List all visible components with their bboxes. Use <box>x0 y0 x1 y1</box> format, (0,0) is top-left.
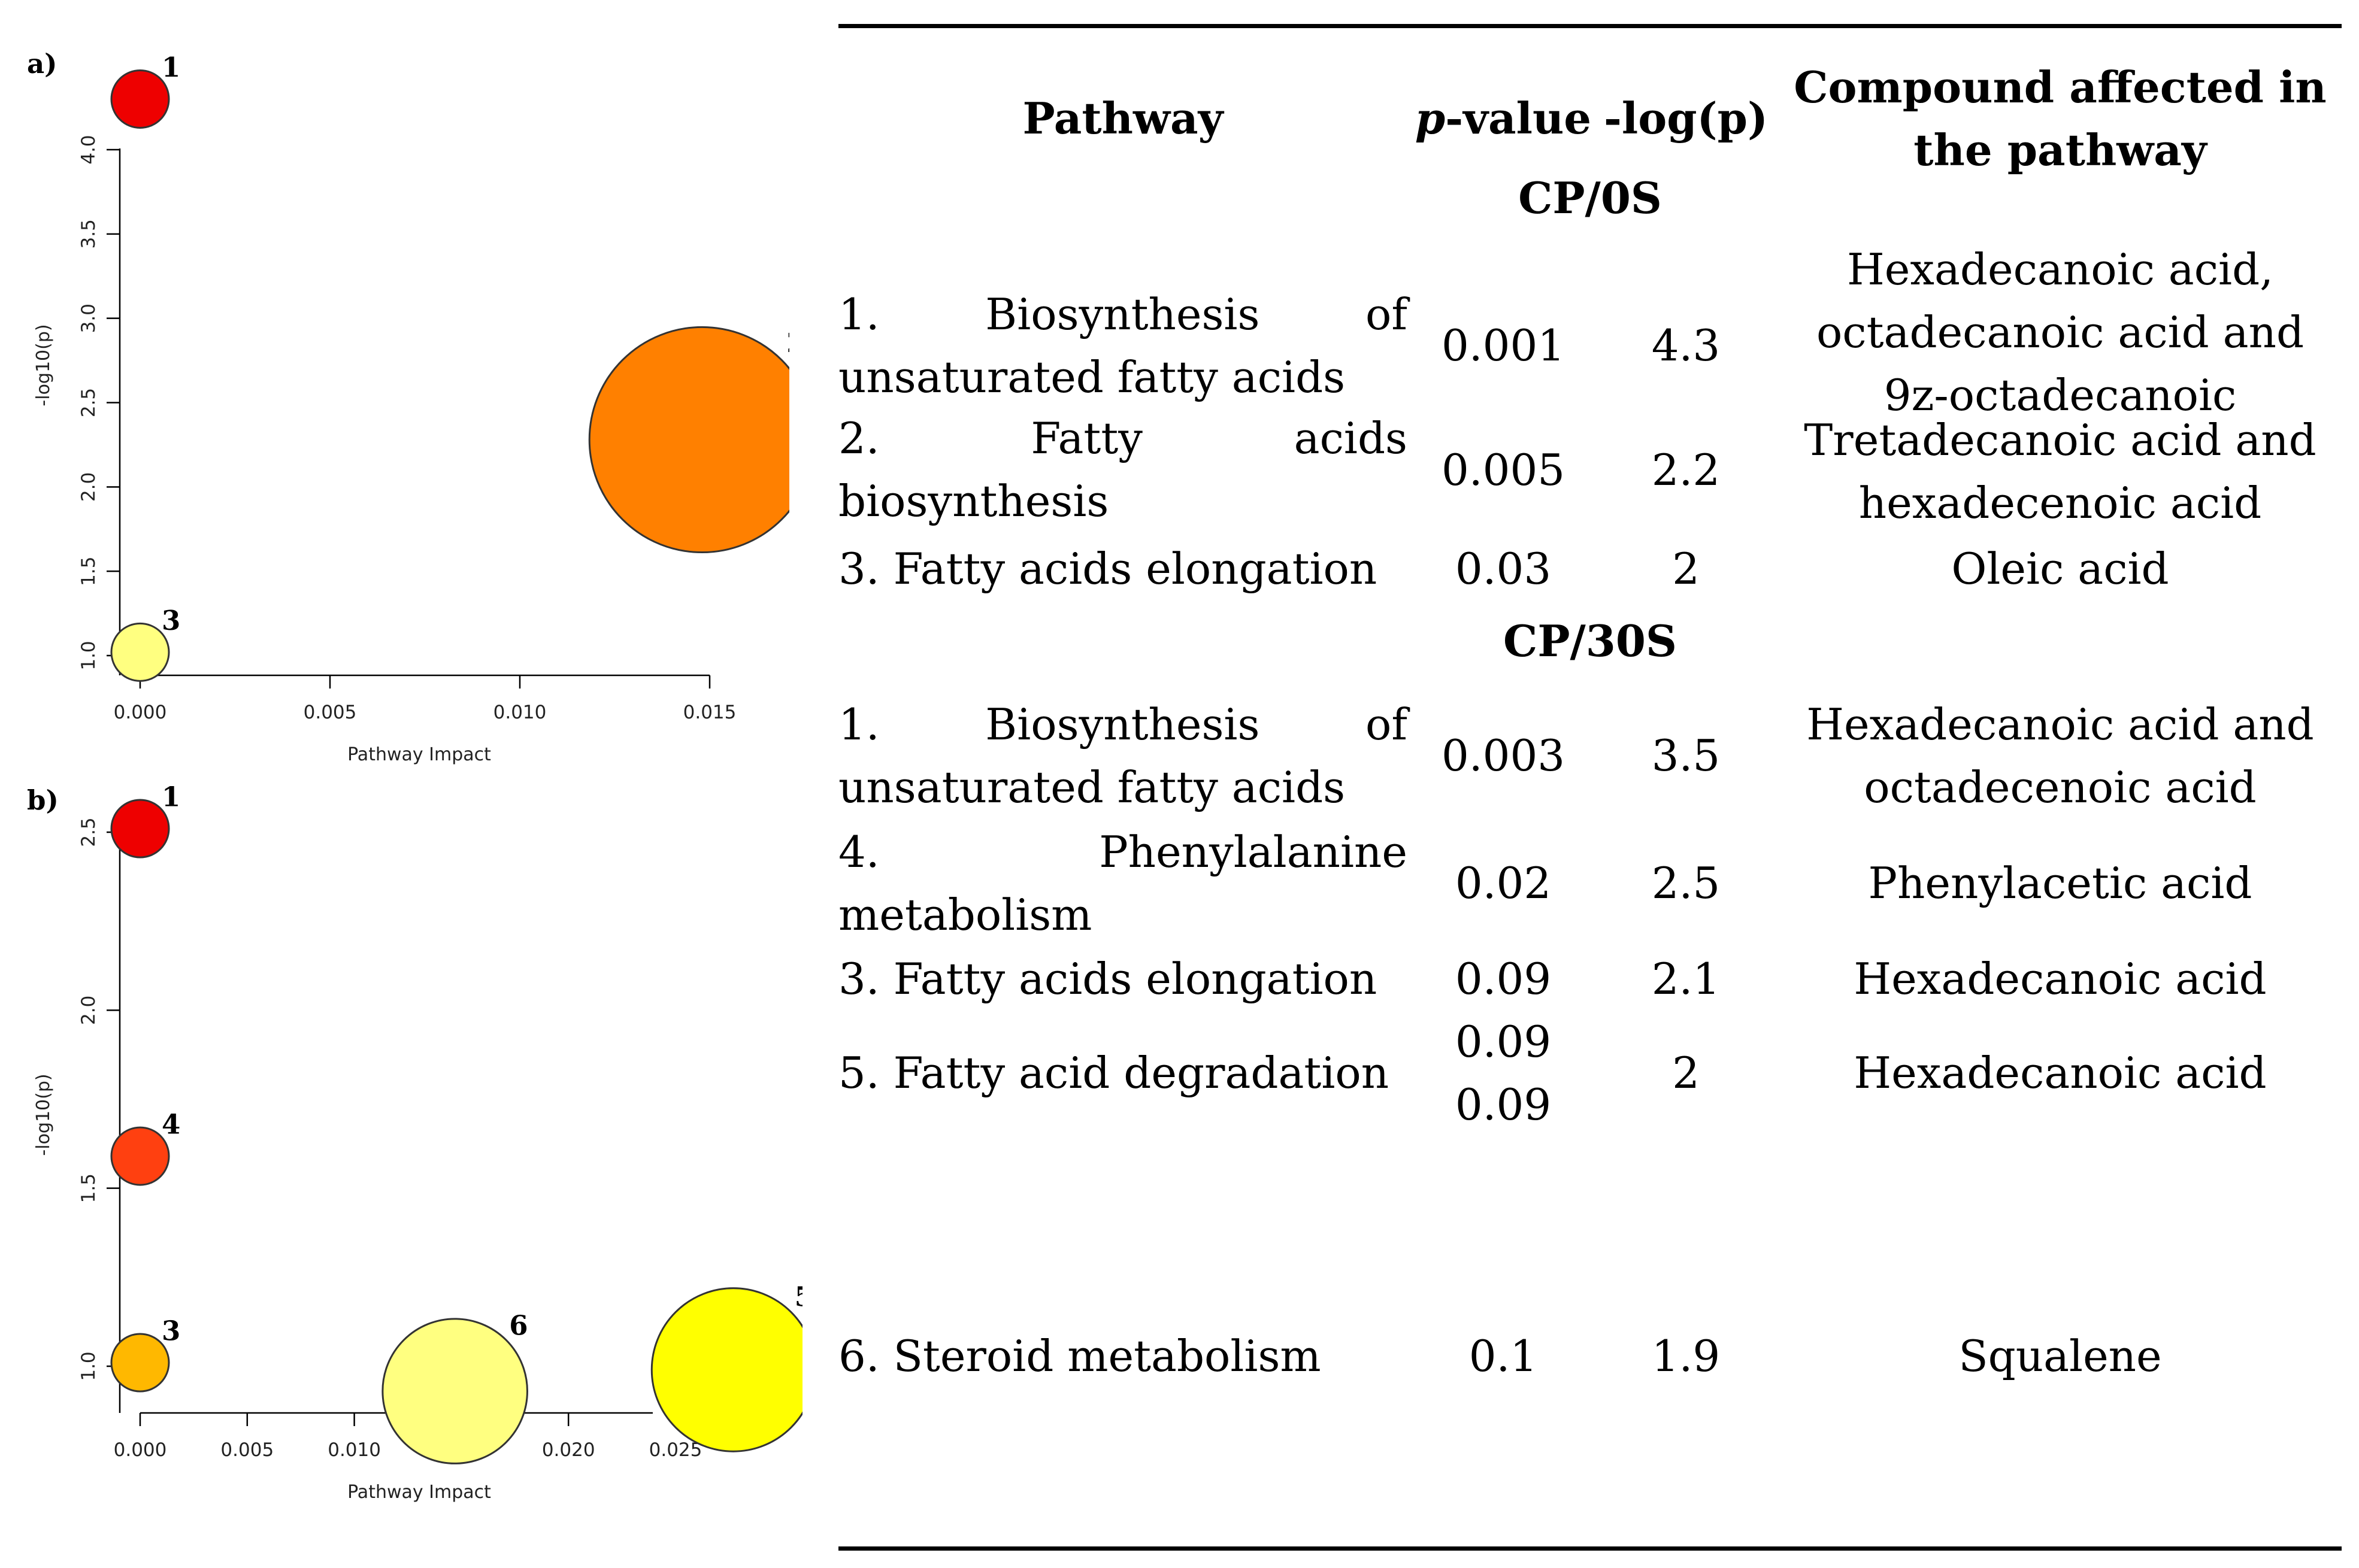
table-row-pathway: 3. Fatty acids elongation <box>838 543 1377 594</box>
bubble-6 <box>381 1318 528 1464</box>
y-tick-label: 3.5 <box>78 219 99 248</box>
group-title: CP/30S <box>1503 615 1677 666</box>
table-row-compound: Hexadecanoic acid <box>1854 953 2267 1004</box>
header-compound: Compound affected in the pathway <box>1794 61 2327 175</box>
table-row-compound: Squalene <box>1958 1330 2162 1381</box>
x-tick-label: 0.000 <box>114 1439 167 1461</box>
table-row-compound: Hexadecanoic acid, octadecanoic acid and… <box>1816 244 2305 420</box>
header-pvalue-italic: p <box>1415 93 1446 144</box>
table-row-compound: Oleic acid <box>1951 543 2169 594</box>
y-tick-label: 4.0 <box>78 135 99 164</box>
x-tick-label: 0.010 <box>493 702 547 723</box>
bubble-5 <box>650 1287 803 1452</box>
x-axis-title-a: Pathway Impact <box>347 744 491 765</box>
bubble-label-3: 3 <box>162 605 180 636</box>
y-tick-label: 3.0 <box>78 304 99 333</box>
table-row-pvalue: 0.1 <box>1468 1330 1538 1381</box>
table-row-logp: 2.1 <box>1651 953 1721 1004</box>
table-row-pvalue-line2: 0.09 <box>1455 1079 1552 1130</box>
bubble-1 <box>110 69 170 129</box>
table-row-logp: 2 <box>1672 543 1700 594</box>
table-row-pathway: 1. Biosynthesis of unsaturated fatty aci… <box>838 699 1407 812</box>
panel-label-b: b) <box>27 784 59 816</box>
table-row-pathway: 3. Fatty acids elongation <box>838 953 1377 1004</box>
y-tick-label: 2.0 <box>78 996 99 1025</box>
table-row-compound: Tretadecanoic acid and hexadecenoic acid <box>1804 414 2316 528</box>
bubble-3 <box>110 622 170 682</box>
table-row-pathway: 2. Fatty acids biosynthesis <box>838 413 1407 526</box>
x-tick-label: 0.015 <box>683 702 737 723</box>
x-tick-label: 0.010 <box>328 1439 381 1461</box>
x-tick-label: 0.000 <box>114 702 167 723</box>
table-row-pvalue-line1: 0.09 <box>1455 1016 1552 1067</box>
header-pathway: Pathway <box>1022 93 1224 144</box>
table-row-pathway: 1. Biosynthesis of unsaturated fatty aci… <box>838 289 1407 402</box>
bubble-label-4: 4 <box>162 1109 180 1141</box>
header-pvalue: p -value <box>1413 48 1593 189</box>
table-row-compound: Hexadecanoic acid <box>1854 1048 2267 1098</box>
bottom-rule <box>838 1546 2342 1551</box>
x-tick-label: 0.020 <box>542 1439 595 1461</box>
y-tick-label: 1.5 <box>78 557 99 586</box>
x-tick-label: 0.005 <box>304 702 357 723</box>
table-row-pvalue: 0.09 0.09 <box>1413 1009 1593 1138</box>
table-row-logp: 2.5 <box>1651 858 1721 908</box>
x-tick-label: 0.005 <box>220 1439 274 1461</box>
table-row-pathway: 6. Steroid metabolism <box>838 1330 1321 1381</box>
table-row-compound: Phenylacetic acid <box>1868 858 2252 908</box>
top-rule <box>838 24 2342 28</box>
x-axis-title-b: Pathway Impact <box>347 1482 491 1503</box>
table-row-logp: 1.9 <box>1651 1330 1721 1381</box>
header-pvalue-rest: -value <box>1445 93 1592 144</box>
bubble-label-3: 3 <box>162 1315 180 1347</box>
y-tick-label: 2.0 <box>78 472 99 502</box>
y-axis-title-a: -log10(p) <box>33 324 54 406</box>
x-tick-label: 0.025 <box>649 1439 702 1461</box>
table-row-logp: 2.2 <box>1651 444 1721 495</box>
bubble-label-6: 6 <box>509 1309 528 1341</box>
table-row-pvalue: 0.003 <box>1441 730 1565 781</box>
pathway-table: Pathway p -value -log(p) Compound affecte… <box>838 24 2342 1557</box>
bubble-2 <box>588 326 789 554</box>
y-tick-label: 2.5 <box>78 388 99 417</box>
bubble-label-1: 1 <box>162 51 180 83</box>
chart-panel-a: a) 1.0 1.5 2.0 2.5 3.0 3.5 4.0 0.000 0.005 0.010… <box>27 48 803 765</box>
chart-panel-b: b) 1.0 1.5 2.0 2.5 0.000 0.005 0.010 0.020 0.02… <box>27 781 803 1503</box>
y-tick-label: 2.5 <box>78 817 99 847</box>
table-row-pvalue: 0.005 <box>1441 444 1565 495</box>
y-tick-label: 1.0 <box>78 1351 99 1381</box>
table-row-pathway: 5. Fatty acid degradation <box>838 1048 1389 1098</box>
group-title: CP/0S <box>1518 172 1662 223</box>
table-row-pvalue: 0.09 <box>1455 953 1552 1004</box>
y-tick-label: 1.5 <box>78 1173 99 1203</box>
table-row-pvalue: 0.001 <box>1441 320 1565 371</box>
table-row-pvalue: 0.03 <box>1455 543 1552 594</box>
table-row-logp: 4.3 <box>1651 320 1721 371</box>
y-tick-label: 1.0 <box>78 641 99 670</box>
bubble-3 <box>110 1333 170 1393</box>
table-row-compound: Hexadecanoic acid and octadecenoic acid <box>1806 699 2314 812</box>
bubble-label-1: 1 <box>162 781 180 813</box>
table-row-logp: 3.5 <box>1651 730 1721 781</box>
bubble-label-2: 2 <box>786 327 803 359</box>
bubble-1 <box>110 799 170 859</box>
header-logp: -log(p) <box>1603 93 1769 144</box>
bubble-4 <box>110 1126 170 1186</box>
table-row-pvalue: 0.02 <box>1455 858 1552 908</box>
table-row-pathway: 4. Phenylalanine metabolism <box>838 826 1407 940</box>
bubble-charts: a) 1.0 1.5 2.0 2.5 3.0 3.5 4.0 0.000 0.005 0.010… <box>27 48 803 1503</box>
bubble-label-5: 5 <box>795 1281 803 1313</box>
table-row-logp: 2 <box>1672 1048 1700 1098</box>
panel-label-a: a) <box>27 48 57 80</box>
y-axis-title-b: -log10(p) <box>33 1073 54 1155</box>
